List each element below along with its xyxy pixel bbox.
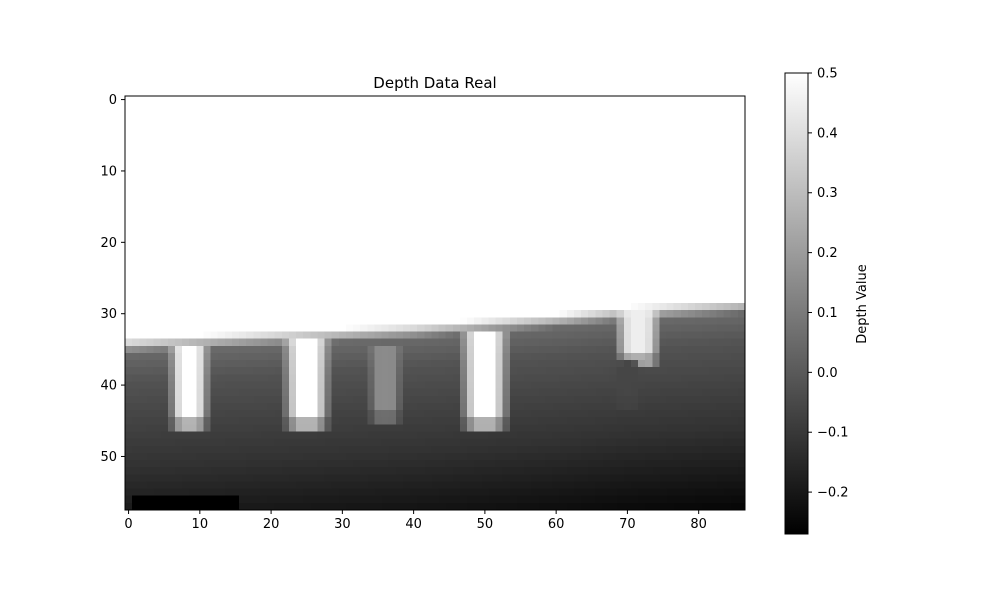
y-axis: 0 10 20 30 40 50	[100, 93, 125, 465]
colorbar-label: Depth Value	[855, 264, 870, 343]
y-tick-label: 10	[100, 164, 117, 179]
colorbar-axis: 0.5 0.4 0.3 0.2 0.1 0.0 −0.1 −0.2	[808, 67, 849, 501]
x-tick-label: 60	[548, 517, 565, 532]
colorbar-tick-label: 0.1	[817, 306, 838, 321]
y-tick-label: 40	[100, 379, 117, 394]
x-tick-label: 40	[405, 517, 422, 532]
x-tick-label: 0	[124, 517, 132, 532]
x-tick-label: 30	[334, 517, 351, 532]
colorbar	[784, 72, 809, 535]
x-tick-label: 10	[192, 517, 209, 532]
plot-frame	[124, 95, 746, 511]
x-tick-label: 70	[619, 517, 636, 532]
heatmap-image	[125, 96, 745, 510]
x-tick-label: 50	[477, 517, 494, 532]
chart-title: Depth Data Real	[373, 74, 496, 92]
colorbar-tick-label: 0.3	[817, 186, 838, 201]
colorbar-tick-label: 0.5	[817, 67, 838, 82]
colorbar-tick-label: −0.1	[817, 426, 849, 441]
colorbar-tick-label: 0.0	[817, 366, 838, 381]
x-axis: 0 10 20 30 40 50 60 70 80	[124, 510, 707, 532]
y-tick-label: 50	[100, 450, 117, 465]
colorbar-tick-label: 0.4	[817, 126, 838, 141]
x-tick-label: 80	[690, 517, 707, 532]
y-tick-label: 20	[100, 236, 117, 251]
colorbar-tick-label: −0.2	[817, 486, 849, 501]
x-tick-label: 20	[263, 517, 280, 532]
y-tick-label: 30	[100, 307, 117, 322]
y-tick-label: 0	[109, 93, 117, 108]
colorbar-tick-label: 0.2	[817, 246, 838, 261]
